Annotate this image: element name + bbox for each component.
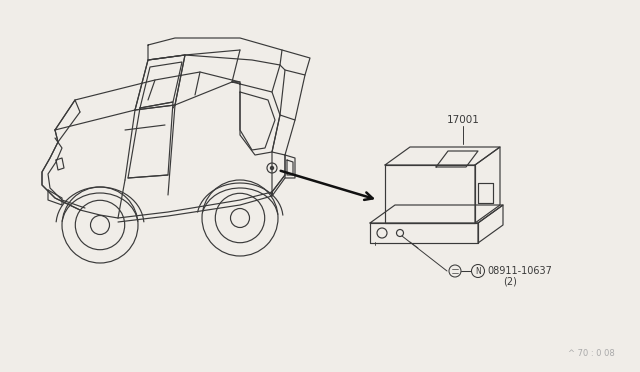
Text: ^ 70 : 0 08: ^ 70 : 0 08: [568, 349, 615, 358]
Text: N: N: [475, 266, 481, 276]
Text: 08911-10637: 08911-10637: [487, 266, 552, 276]
Circle shape: [271, 167, 273, 170]
Text: (2): (2): [503, 277, 517, 287]
Text: 17001: 17001: [447, 115, 479, 125]
